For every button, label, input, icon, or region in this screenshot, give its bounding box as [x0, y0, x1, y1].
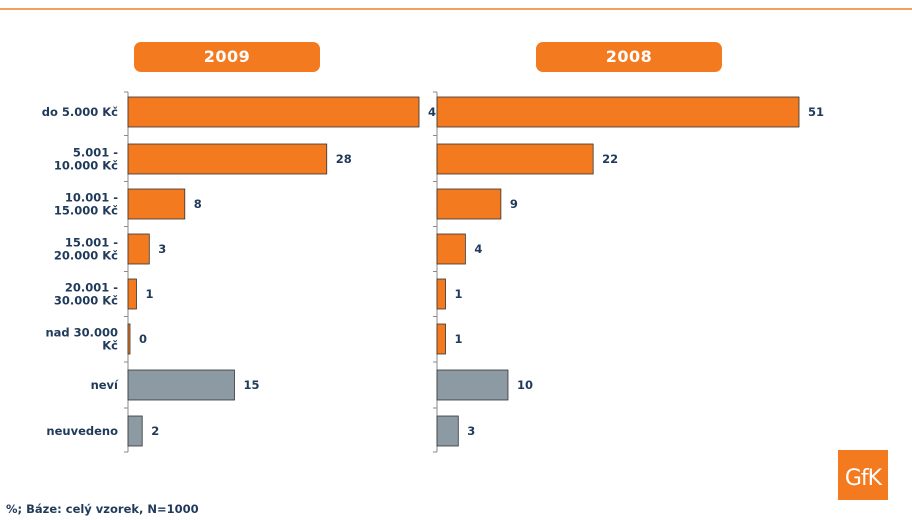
top-divider	[0, 8, 912, 10]
value-label-2009-2: 8	[194, 197, 202, 211]
chart-2009-header: 2009	[134, 42, 320, 72]
value-label-2008-3: 4	[474, 242, 482, 256]
category-label-line: 10.001 -	[65, 191, 118, 205]
category-label-line: neuvedeno	[46, 424, 118, 438]
category-label-7: neuvedeno	[46, 424, 118, 438]
category-label-line: 15.001 -	[65, 236, 118, 250]
value-label-2008-6: 10	[517, 378, 533, 392]
value-label-2008-7: 3	[467, 424, 475, 438]
category-label-6: neví	[91, 378, 119, 392]
value-label-2009-5: 0	[139, 332, 147, 346]
footnote: %; Báze: celý vzorek, N=1000	[6, 502, 199, 516]
value-label-2008-2: 9	[510, 197, 518, 211]
value-label-2008-4: 1	[455, 287, 463, 301]
bar-2008-2	[436, 188, 502, 220]
bar-2009-7	[127, 415, 143, 447]
category-label-line: Kč	[102, 339, 118, 353]
value-label-2009-1: 28	[336, 152, 352, 166]
value-label-2009-6: 15	[243, 378, 259, 392]
chart-2008: 51 22 9 4 1 1 10 3	[433, 91, 824, 453]
bar-2009-2	[127, 188, 186, 220]
category-label-line: 10.000 Kč	[54, 159, 118, 173]
category-label-1: 5.001 -10.000 Kč	[54, 146, 118, 173]
bar-2009-1	[127, 143, 328, 175]
category-label-5: nad 30.000 Kč	[45, 326, 118, 353]
value-label-2008-5: 1	[455, 332, 463, 346]
bar-2009-0	[127, 96, 420, 128]
bar-2008-7	[436, 415, 459, 447]
category-label-line: 15.000 Kč	[54, 204, 118, 218]
category-label-line: 20.000 Kč	[54, 249, 118, 263]
category-label-0: do 5.000 Kč	[42, 105, 118, 119]
bar-2008-3	[436, 233, 466, 265]
category-label-line: do 5.000 Kč	[42, 105, 118, 119]
value-label-2009-3: 3	[158, 242, 166, 256]
value-label-2009-4: 1	[146, 287, 154, 301]
category-label-line: 30.000 Kč	[54, 294, 118, 308]
value-label-2008-1: 22	[602, 152, 618, 166]
chart-2008-header: 2008	[536, 42, 722, 72]
category-label-line: 20.001 -	[65, 281, 118, 295]
bar-2009-4	[127, 278, 137, 310]
value-label-2008-0: 51	[808, 105, 824, 119]
bar-2008-5	[436, 323, 446, 355]
gfk-logo: GfK	[838, 450, 888, 500]
bar-2008-4	[436, 278, 446, 310]
category-label-line: neví	[91, 378, 119, 392]
category-label-line: nad 30.000	[45, 326, 118, 340]
value-label-2009-7: 2	[151, 424, 159, 438]
bar-2009-6	[127, 369, 235, 401]
category-label-line: 5.001 -	[73, 146, 118, 160]
category-label-3: 15.001 -20.000 Kč	[54, 236, 118, 263]
bar-2008-6	[436, 369, 509, 401]
category-label-2: 10.001 -15.000 Kč	[54, 191, 118, 218]
category-label-4: 20.001 -30.000 Kč	[54, 281, 118, 308]
bar-2008-1	[436, 143, 594, 175]
bar-2009-5	[127, 323, 131, 355]
bar-2008-0	[436, 96, 800, 128]
bar-2009-3	[127, 233, 150, 265]
